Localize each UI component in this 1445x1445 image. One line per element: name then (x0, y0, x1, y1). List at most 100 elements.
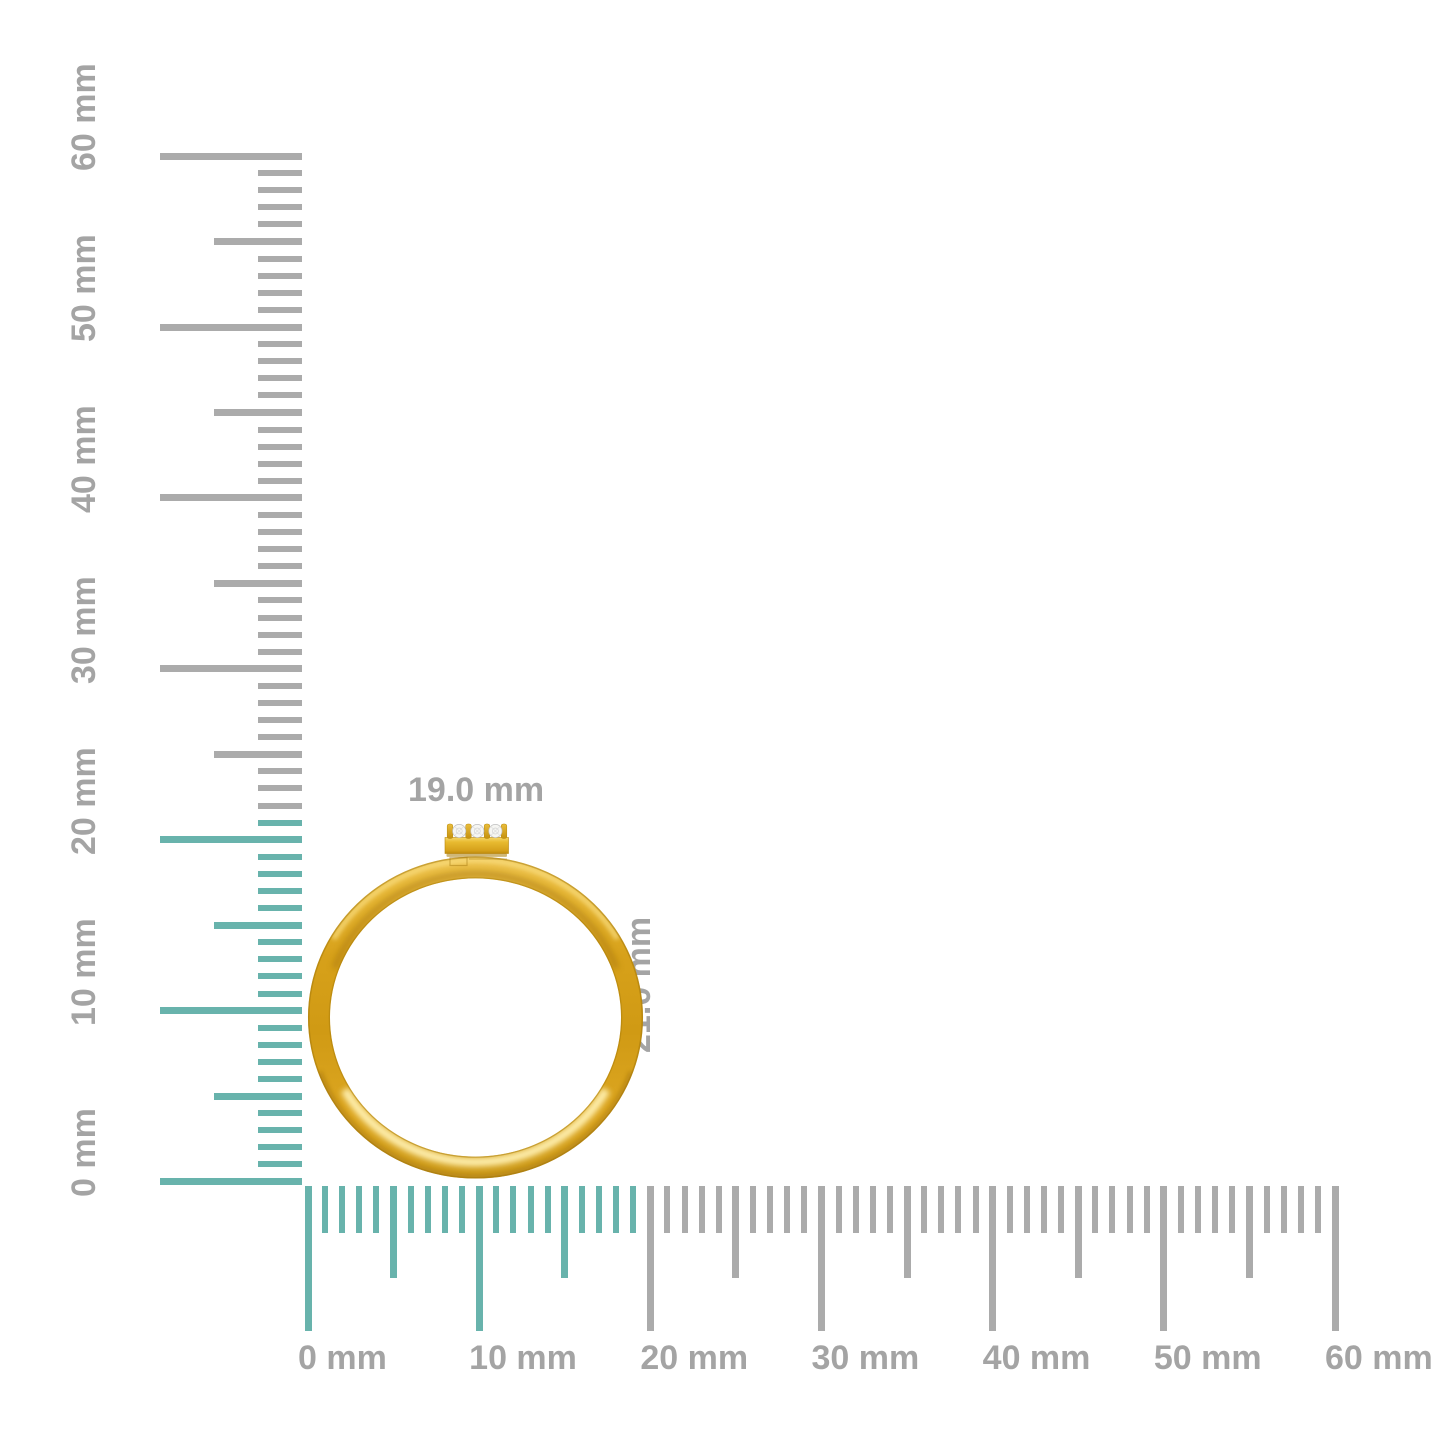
horizontal-ruler-tick-19mm (630, 1186, 637, 1233)
vertical-ruler-tick-12mm (258, 973, 302, 980)
horizontal-ruler-tick-15mm (561, 1186, 569, 1278)
vertical-ruler-tick-48mm (258, 358, 302, 365)
vertical-ruler-tick-59mm (258, 170, 302, 177)
prong (446, 823, 454, 839)
horizontal-ruler-tick-18mm (613, 1186, 620, 1233)
horizontal-ruler-label-30mm: 30 mm (811, 1339, 920, 1377)
horizontal-ruler-tick-22mm (681, 1186, 688, 1233)
vertical-ruler-tick-41mm (258, 477, 302, 484)
horizontal-ruler-tick-27mm (767, 1186, 774, 1233)
vertical-ruler-tick-51mm (258, 306, 302, 313)
horizontal-ruler-tick-45mm (1074, 1186, 1082, 1278)
horizontal-ruler-tick-12mm (510, 1186, 517, 1233)
horizontal-ruler-tick-34mm (886, 1186, 893, 1233)
horizontal-ruler-tick-0mm (304, 1186, 312, 1331)
horizontal-ruler-tick-24mm (715, 1186, 722, 1233)
vertical-ruler-label-50mm: 50 mm (65, 234, 103, 342)
horizontal-ruler-tick-44mm (1058, 1186, 1065, 1233)
horizontal-ruler-tick-52mm (1195, 1186, 1202, 1233)
horizontal-ruler-tick-41mm (1006, 1186, 1013, 1233)
horizontal-ruler-tick-31mm (835, 1186, 842, 1233)
vertical-ruler-tick-52mm (258, 289, 302, 296)
horizontal-ruler-tick-54mm (1229, 1186, 1236, 1233)
horizontal-ruler-tick-21mm (664, 1186, 671, 1233)
vertical-ruler-label-40mm: 40 mm (65, 405, 103, 513)
vertical-ruler-tick-20mm (160, 836, 302, 844)
horizontal-ruler-tick-14mm (544, 1186, 551, 1233)
ring-band-shading (318, 857, 633, 1179)
vertical-ruler-tick-25mm (214, 750, 302, 758)
ring-setting-bar (444, 837, 509, 854)
vertical-ruler-tick-4mm (258, 1110, 302, 1117)
horizontal-ruler-tick-8mm (441, 1186, 448, 1233)
horizontal-ruler-tick-43mm (1041, 1186, 1048, 1233)
vertical-ruler-tick-9mm (258, 1024, 302, 1031)
vertical-ruler-tick-50mm (160, 323, 302, 331)
vertical-ruler-label-30mm: 30 mm (65, 576, 103, 684)
vertical-ruler-tick-33mm (258, 614, 302, 621)
horizontal-ruler-tick-28mm (784, 1186, 791, 1233)
horizontal-ruler-tick-46mm (1092, 1186, 1099, 1233)
horizontal-ruler-tick-2mm (339, 1186, 346, 1233)
vertical-ruler-tick-43mm (258, 443, 302, 450)
vertical-ruler-tick-21mm (258, 819, 302, 826)
horizontal-ruler-tick-30mm (818, 1186, 825, 1331)
vertical-ruler-tick-24mm (258, 768, 302, 775)
vertical-ruler-tick-2mm (258, 1144, 302, 1151)
horizontal-ruler-tick-26mm (750, 1186, 757, 1233)
horizontal-ruler-tick-11mm (493, 1186, 500, 1233)
horizontal-ruler-tick-50mm (1160, 1186, 1168, 1331)
diamond-icon (488, 824, 503, 838)
vertical-ruler-tick-7mm (258, 1058, 302, 1065)
vertical-ruler-tick-1mm (258, 1161, 302, 1168)
horizontal-ruler-tick-58mm (1297, 1186, 1304, 1233)
horizontal-ruler-tick-59mm (1314, 1186, 1321, 1233)
vertical-ruler-tick-22mm (258, 802, 302, 809)
ring-setting (444, 823, 509, 867)
vertical-ruler-tick-26mm (258, 734, 302, 741)
vertical-ruler-tick-60mm (160, 152, 302, 160)
horizontal-ruler-tick-1mm (322, 1186, 329, 1233)
horizontal-ruler-tick-47mm (1109, 1186, 1116, 1233)
vertical-ruler-tick-35mm (214, 579, 302, 587)
vertical-ruler-tick-37mm (258, 546, 302, 553)
vertical-ruler-tick-47mm (258, 375, 302, 382)
vertical-ruler-tick-23mm (258, 785, 302, 792)
vertical-ruler-tick-11mm (258, 990, 302, 997)
vertical-ruler-tick-15mm (214, 921, 302, 929)
horizontal-ruler-tick-13mm (527, 1186, 534, 1233)
diamond-icon (470, 824, 485, 838)
horizontal-ruler-tick-32mm (852, 1186, 859, 1233)
horizontal-ruler-tick-51mm (1177, 1186, 1184, 1233)
horizontal-ruler-tick-23mm (698, 1186, 705, 1233)
vertical-ruler-tick-57mm (258, 204, 302, 211)
vertical-ruler-tick-10mm (160, 1007, 302, 1015)
vertical-ruler-label-10mm: 10 mm (65, 917, 103, 1026)
horizontal-ruler-tick-53mm (1212, 1186, 1219, 1233)
ring-image (307, 823, 644, 1179)
vertical-ruler-tick-55mm (214, 238, 302, 246)
vertical-ruler-tick-3mm (258, 1127, 302, 1134)
vertical-ruler-tick-58mm (258, 187, 302, 194)
vertical-ruler-tick-14mm (258, 939, 302, 946)
horizontal-ruler-tick-16mm (578, 1186, 585, 1233)
vertical-ruler-tick-32mm (258, 631, 302, 638)
ring-band-inner-edge (328, 877, 623, 1158)
vertical-ruler-tick-28mm (258, 699, 302, 706)
vertical-ruler-tick-13mm (258, 956, 302, 963)
vertical-ruler-tick-42mm (258, 460, 302, 467)
vertical-ruler-tick-53mm (258, 272, 302, 279)
horizontal-ruler-label-10mm: 10 mm (469, 1339, 577, 1377)
horizontal-ruler-tick-35mm (903, 1186, 911, 1278)
vertical-ruler-tick-39mm (258, 511, 302, 518)
horizontal-ruler-tick-5mm (390, 1186, 398, 1278)
vertical-ruler-tick-45mm (214, 408, 302, 416)
vertical-ruler-tick-8mm (258, 1041, 302, 1048)
vertical-ruler-label-0mm: 0 mm (65, 1107, 103, 1197)
vertical-ruler-tick-46mm (258, 392, 302, 399)
horizontal-ruler-tick-42mm (1023, 1186, 1030, 1233)
vertical-ruler-tick-40mm (160, 494, 302, 502)
horizontal-ruler-label-50mm: 50 mm (1153, 1339, 1262, 1377)
vertical-ruler-tick-31mm (258, 648, 302, 655)
